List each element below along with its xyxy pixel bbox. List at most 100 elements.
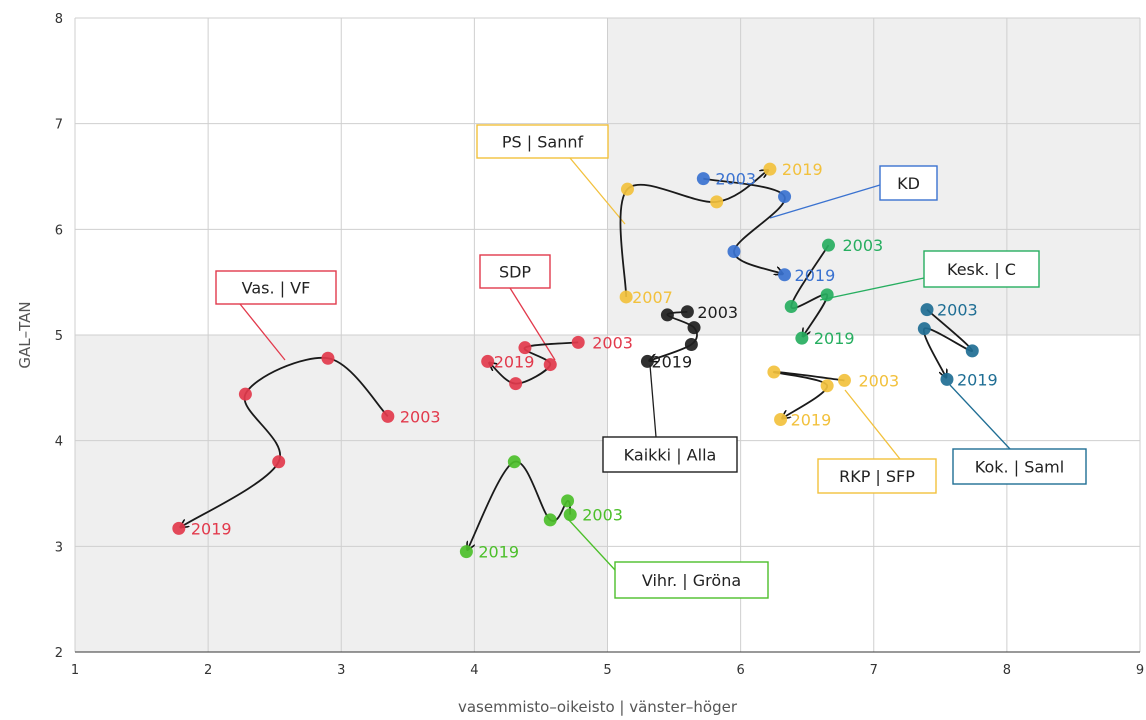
y-tick-label: 4	[55, 435, 63, 450]
year-label: 2019	[494, 352, 535, 371]
y-tick-label: 7	[55, 118, 63, 133]
data-point	[459, 545, 473, 559]
label-leader-line	[567, 518, 616, 571]
party-label-box	[817, 458, 937, 494]
year-label: 2019	[651, 352, 692, 371]
party-label: Kesk. | C	[947, 260, 1016, 279]
year-labels: 2003 2019 2003 2019 2003 2019 2003 2019 2007 2019…	[191, 160, 998, 562]
x-tick-label: 4	[470, 663, 478, 678]
data-point	[680, 305, 694, 319]
x-tick-label: 5	[603, 663, 611, 678]
data-point	[507, 455, 521, 469]
trajectory-line	[619, 170, 768, 297]
x-tick-label: 6	[736, 663, 744, 678]
data-point	[767, 365, 781, 379]
label-leader-line	[569, 157, 626, 225]
party-label: Kaikki | Alla	[624, 446, 717, 465]
data-point	[778, 190, 792, 204]
data-point	[543, 513, 557, 527]
y-axis-title: GAL–TAN	[16, 301, 34, 368]
data-point	[571, 335, 585, 349]
data-point	[561, 494, 575, 508]
data-point	[965, 344, 979, 358]
year-label: 2019	[782, 160, 823, 179]
data-point	[509, 377, 523, 391]
x-tick-label: 3	[337, 663, 345, 678]
data-point	[917, 322, 931, 336]
data-point	[940, 372, 954, 386]
label-leader-line	[239, 303, 286, 361]
party-label: KD	[897, 174, 920, 193]
party-label-box	[952, 448, 1087, 485]
year-label: 2019	[957, 370, 998, 389]
label-leader-line	[509, 287, 556, 361]
x-tick-label: 9	[1136, 663, 1144, 678]
party-label: PS | Sannf	[502, 133, 584, 152]
data-point	[763, 162, 777, 176]
year-label: 2003	[582, 506, 623, 525]
trajectory-line	[703, 177, 786, 274]
trajectory-line	[790, 244, 830, 336]
year-label: 2019	[814, 329, 855, 348]
data-point	[381, 409, 395, 423]
party-label: RKP | SFP	[839, 467, 915, 486]
party-label: Vihr. | Gröna	[642, 571, 741, 590]
year-label: 2003	[842, 236, 883, 255]
data-point	[820, 379, 834, 393]
party-label: Vas. | VF	[242, 279, 311, 298]
data-point	[837, 373, 851, 387]
data-point	[321, 351, 335, 365]
year-label: 2019	[795, 266, 836, 285]
data-point	[784, 299, 798, 313]
data-point	[774, 413, 788, 427]
year-label: 2003	[697, 303, 738, 322]
trajectory-line	[922, 308, 974, 378]
year-label: 2019	[478, 543, 519, 562]
label-leader-lines	[239, 157, 1011, 571]
label-leader-line	[949, 384, 1011, 450]
label-leader-line	[769, 184, 881, 219]
party-label-box	[602, 436, 738, 473]
party-label-box	[614, 561, 769, 599]
y-tick-label: 8	[55, 12, 63, 27]
y-tick-label: 6	[55, 223, 63, 238]
party-label-box	[479, 254, 551, 289]
label-leader-line	[649, 364, 657, 438]
data-point	[640, 354, 654, 368]
year-label: 2019	[791, 411, 832, 430]
label-leader-line	[819, 277, 925, 301]
year-label: 2003	[858, 371, 899, 390]
trajectory-paths	[181, 170, 974, 550]
x-tick-label: 2	[204, 663, 212, 678]
data-point	[619, 290, 633, 304]
x-axis-title: vasemmisto–oikeisto | vänster–höger	[458, 698, 738, 716]
data-points	[172, 162, 979, 559]
data-point	[820, 288, 834, 302]
trajectory-line	[772, 371, 845, 418]
data-point	[727, 245, 741, 259]
party-label-box	[879, 165, 938, 201]
data-point	[687, 321, 701, 335]
party-label-box	[923, 250, 1040, 288]
data-point	[563, 508, 577, 522]
data-point	[238, 387, 252, 401]
year-label: 2003	[715, 170, 756, 189]
data-point	[710, 195, 724, 209]
party-label-boxes: Vas. | VF SDP Vihr. | Gröna Kaikki | Alla PS…	[215, 124, 1087, 599]
year-label: 2019	[191, 519, 232, 538]
data-point	[481, 354, 495, 368]
data-point	[920, 303, 934, 317]
data-point	[620, 182, 634, 196]
data-point	[660, 308, 674, 322]
data-point	[518, 341, 532, 355]
data-point	[821, 238, 835, 252]
label-leader-line	[844, 389, 901, 460]
party-label: Kok. | Saml	[975, 458, 1064, 477]
party-label-box	[476, 124, 609, 159]
grid-lines	[74, 17, 1141, 653]
data-point	[172, 521, 186, 535]
year-label: 2003	[400, 407, 441, 426]
data-point	[778, 268, 792, 282]
